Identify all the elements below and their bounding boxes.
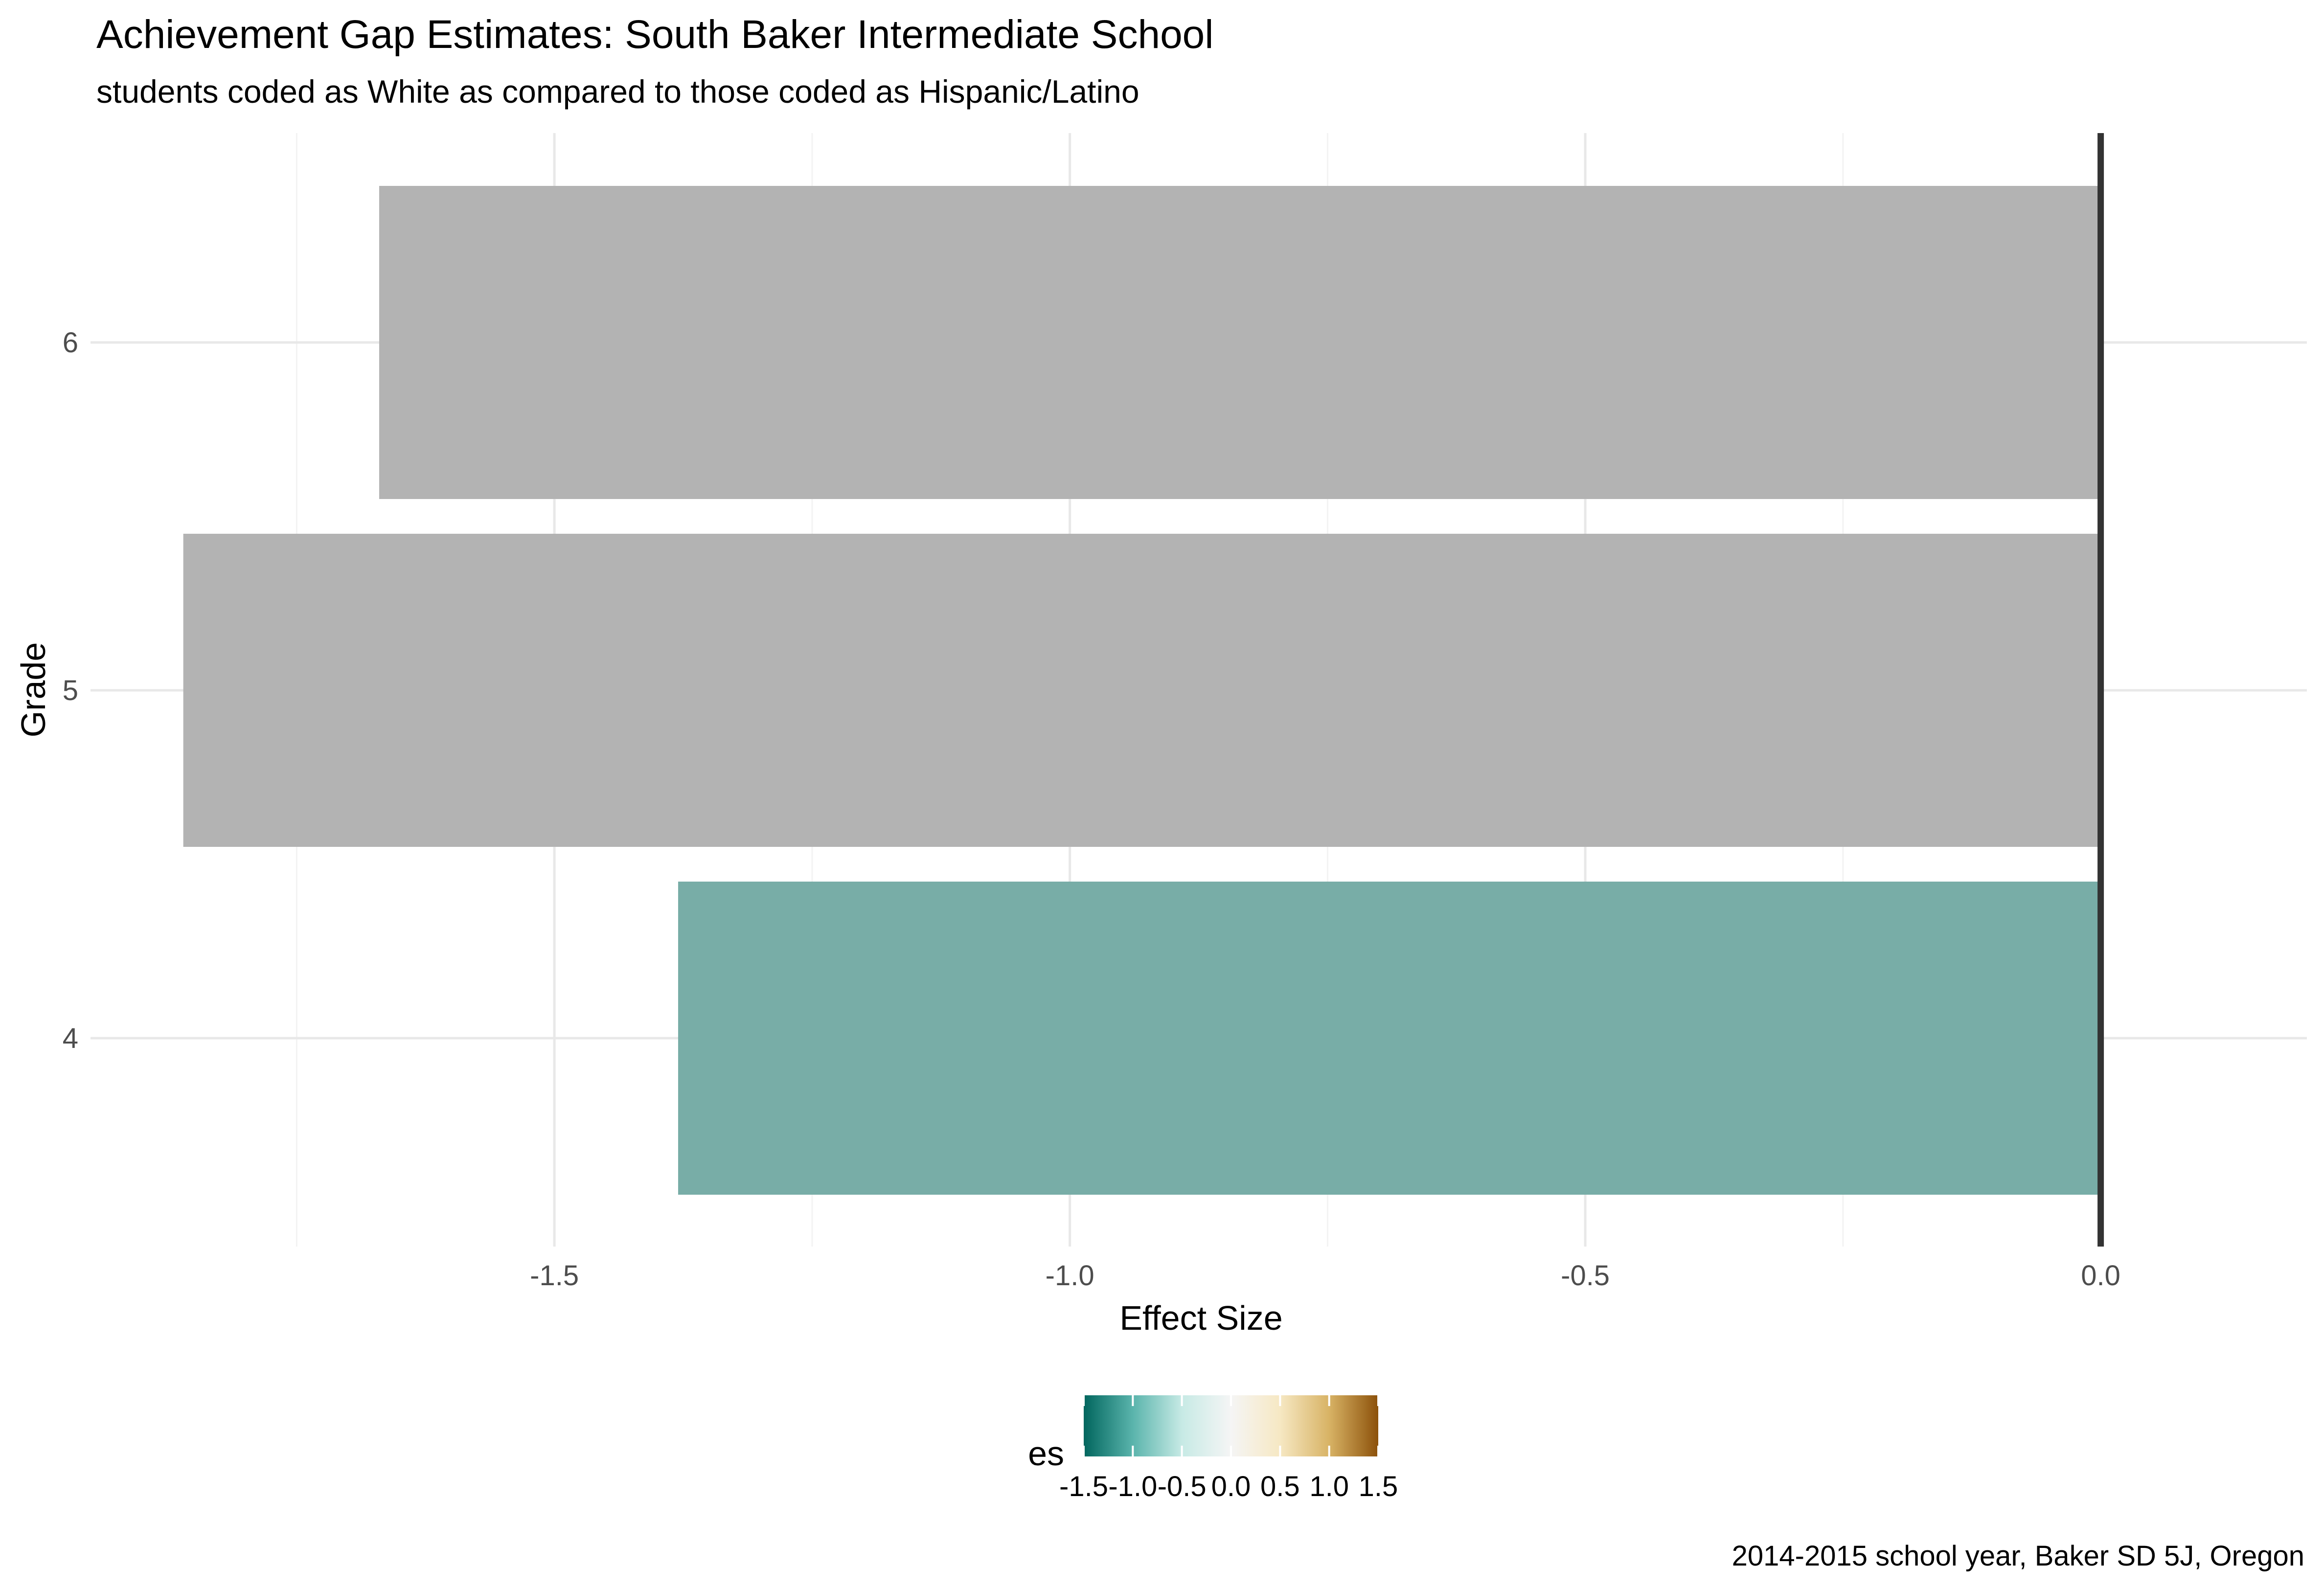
y-tick-label: 5 bbox=[63, 675, 78, 706]
x-axis-ticks: -1.5 -1.0 -0.5 0.0 bbox=[530, 1260, 2120, 1292]
bar-grade-6 bbox=[379, 186, 2101, 499]
x-tick-label: -0.5 bbox=[1561, 1260, 1610, 1292]
legend-tick-label: -0.5 bbox=[1158, 1471, 1207, 1502]
chart-caption: 2014-2015 school year, Baker SD 5J, Oreg… bbox=[1732, 1540, 2304, 1572]
legend-title: es bbox=[1028, 1434, 1064, 1473]
y-axis-label: Grade bbox=[14, 642, 52, 738]
legend-tick-label: 0.5 bbox=[1260, 1471, 1300, 1502]
x-axis-label: Effect Size bbox=[1119, 1299, 1282, 1337]
chart-subtitle: students coded as White as compared to t… bbox=[96, 73, 1139, 110]
legend: es -1.5 -1.0 -0.5 0.0 0.5 1.0 1.5 bbox=[1028, 1395, 1398, 1502]
x-tick-label: 0.0 bbox=[2081, 1260, 2120, 1292]
legend-ticks: -1.5 -1.0 -0.5 0.0 0.5 1.0 1.5 bbox=[1059, 1395, 1398, 1502]
bars bbox=[183, 186, 2101, 1195]
legend-tick-label: -1.0 bbox=[1108, 1471, 1157, 1502]
legend-tick-label: 1.0 bbox=[1309, 1471, 1349, 1502]
bar-grade-5 bbox=[183, 534, 2101, 847]
x-tick-label: -1.5 bbox=[530, 1260, 579, 1292]
x-tick-label: -1.0 bbox=[1046, 1260, 1094, 1292]
y-tick-label: 6 bbox=[63, 327, 78, 359]
chart-title: Achievement Gap Estimates: South Baker I… bbox=[96, 12, 1214, 57]
bar-grade-4 bbox=[678, 882, 2101, 1195]
legend-tick-label: -1.5 bbox=[1059, 1471, 1108, 1502]
y-tick-label: 4 bbox=[63, 1022, 78, 1054]
legend-tick-label: 1.5 bbox=[1359, 1471, 1398, 1502]
y-axis-ticks: 4 5 6 bbox=[63, 327, 78, 1054]
legend-tick-label: 0.0 bbox=[1211, 1471, 1251, 1502]
